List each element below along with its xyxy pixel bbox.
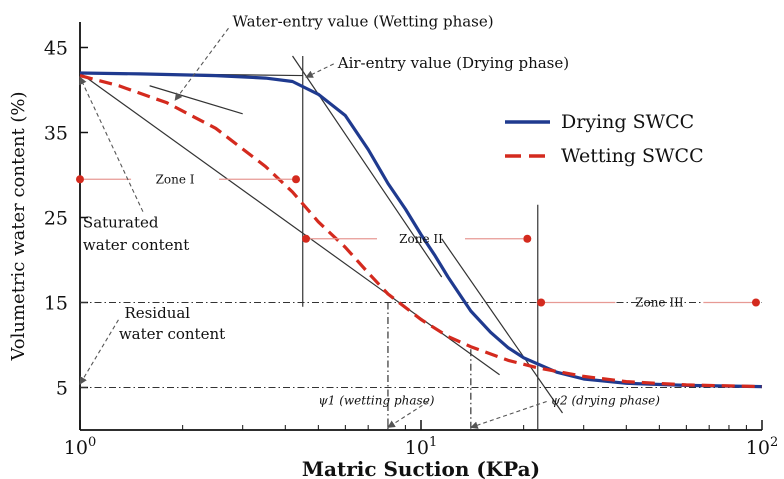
y-tick-label: 5 [56,378,68,400]
zone-start-dot [302,234,311,243]
annotation-arrow [174,27,229,101]
annotation-arrow [79,319,119,385]
annotation-text: Air-entry value (Drying phase) [337,54,569,72]
construction-line [441,238,563,414]
annotation-arrow [470,400,547,429]
zone-label: Zone II [399,232,443,246]
y-tick-label: 25 [44,208,68,230]
x-tick-label: 101 [405,435,437,459]
y-axis-label: Volumetric water content (%) [8,91,29,361]
series-line-drying-swcc [79,71,763,389]
zone-end-dot [292,175,301,184]
y-tick-label: 15 [44,293,68,315]
annotation-text: Residual [124,304,190,322]
zone-end-dot [751,298,760,307]
annotation-text: Water-entry value (Wetting phase) [232,12,493,30]
y-tick-label: 35 [44,123,68,145]
construction-line [79,72,500,376]
series-line-wetting-swcc [79,74,763,389]
zone-label: Zone I [156,172,195,186]
zone-end-dot [523,234,532,243]
zone-label: Zone III [635,296,684,310]
legend-label: Drying SWCC [561,111,694,133]
annotation-arrow [387,401,429,428]
annotation-arrow [79,76,144,212]
annotation-arrow [305,63,334,78]
annotation-text: ψ1 (wetting phase) [318,394,434,408]
annotation-text: Saturated [83,214,159,232]
y-tick-label: 45 [44,38,68,60]
zone-start-dot [537,298,546,307]
annotation-text: water content [119,325,225,343]
annotation-text: ψ2 (drying phase) [551,394,661,408]
zone-start-dot [76,175,84,184]
legend-label: Wetting SWCC [561,145,704,167]
x-tick-label: 100 [64,435,96,459]
x-axis-label: Matric Suction (KPa) [302,457,540,479]
construction-line [149,85,243,115]
annotation-text: water content [83,236,189,254]
x-tick-label: 102 [746,435,778,459]
